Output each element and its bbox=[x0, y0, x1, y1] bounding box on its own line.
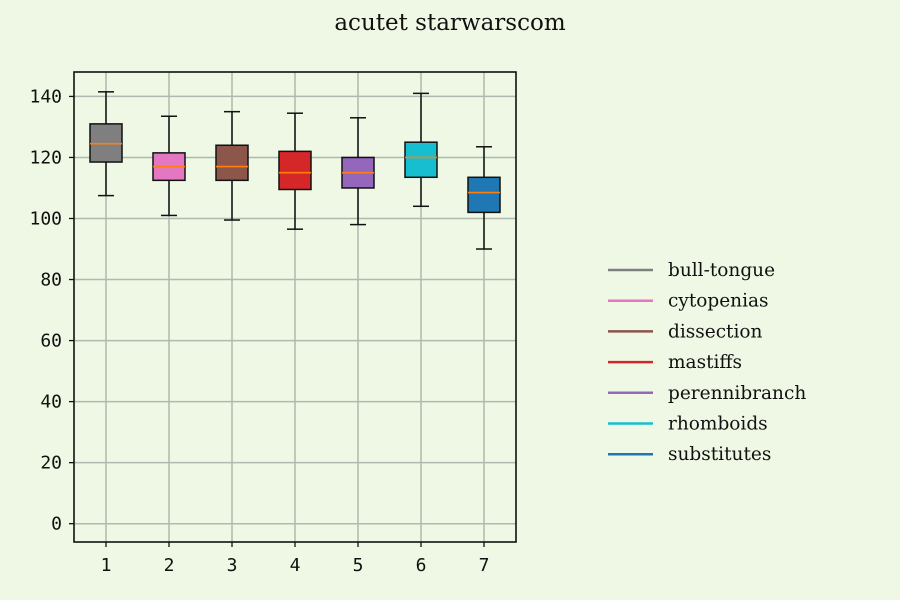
x-tick-label: 6 bbox=[416, 555, 427, 576]
y-tick-label: 100 bbox=[29, 208, 62, 229]
x-tick-label: 5 bbox=[353, 555, 364, 576]
y-tick-label: 120 bbox=[29, 147, 62, 168]
y-axis-ticks: 0 20 40 60 80 100 120 140 bbox=[29, 86, 74, 535]
y-tick-label: 20 bbox=[40, 453, 62, 474]
y-tick-label: 140 bbox=[29, 86, 62, 107]
legend-item-substitutes: substitutes bbox=[608, 444, 771, 465]
box-bull-tongue bbox=[89, 91, 123, 197]
y-tick-label: 0 bbox=[51, 514, 62, 535]
box-substitutes bbox=[467, 146, 501, 250]
box-body bbox=[404, 141, 438, 179]
legend: bull-tongue cytopenias dissection mastiffs p… bbox=[608, 260, 806, 465]
chart-title: acutet starwarscom bbox=[334, 10, 565, 36]
legend-item-cytopenias: cytopenias bbox=[608, 291, 769, 312]
legend-item-rhomboids: rhomboids bbox=[608, 414, 768, 435]
box-body bbox=[215, 144, 249, 182]
box-perennibranch bbox=[341, 117, 375, 226]
box-mastiffs bbox=[278, 112, 312, 230]
legend-item-mastiffs: mastiffs bbox=[608, 352, 742, 373]
legend-item-perennibranch: perennibranch bbox=[608, 383, 806, 404]
y-tick-label: 80 bbox=[40, 270, 62, 291]
x-tick-label: 2 bbox=[164, 555, 175, 576]
legend-label: bull-tongue bbox=[668, 260, 775, 281]
x-tick-label: 4 bbox=[290, 555, 301, 576]
legend-label: substitutes bbox=[668, 444, 771, 465]
x-tick-label: 3 bbox=[227, 555, 238, 576]
legend-label: dissection bbox=[668, 321, 763, 342]
x-tick-label: 1 bbox=[101, 555, 112, 576]
legend-item-bull-tongue: bull-tongue bbox=[608, 260, 775, 281]
legend-item-dissection: dissection bbox=[608, 321, 763, 342]
x-axis-ticks: 1 2 3 4 5 6 7 bbox=[101, 542, 490, 576]
x-tick-label: 7 bbox=[479, 555, 490, 576]
box-rhomboids bbox=[404, 92, 438, 208]
y-tick-label: 60 bbox=[40, 331, 62, 352]
legend-label: cytopenias bbox=[668, 291, 769, 312]
legend-label: mastiffs bbox=[668, 352, 742, 373]
y-tick-label: 40 bbox=[40, 392, 62, 413]
box-body bbox=[278, 150, 312, 191]
box-cytopenias bbox=[152, 115, 186, 217]
box-series-group bbox=[89, 91, 501, 250]
box-dissection bbox=[215, 110, 249, 221]
legend-label: rhomboids bbox=[668, 414, 768, 435]
legend-label: perennibranch bbox=[668, 383, 806, 404]
box-body bbox=[467, 176, 501, 214]
